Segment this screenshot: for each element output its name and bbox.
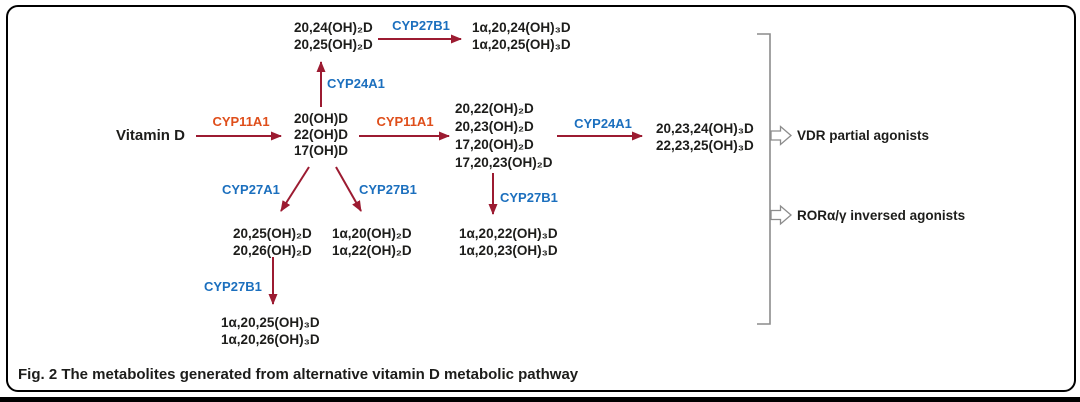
- node-right-trihydroxy: 20,23,24(OH)₃D 22,23,25(OH)₃D: [656, 120, 754, 154]
- node-alpha-dihydroxy: 1α,20(OH)₂D 1α,22(OH)₂D: [332, 225, 412, 259]
- enzyme-label-cyp24a1-up: CYP24A1: [327, 76, 385, 91]
- node-line: 20,24(OH)₂D: [294, 20, 373, 35]
- node-mid-trihydroxy: 1α,20,22(OH)₃D 1α,20,23(OH)₃D: [459, 225, 558, 259]
- enzyme-label-cyp27b1-mid: CYP27B1: [500, 190, 558, 205]
- enzyme-label-cyp11a1-2: CYP11A1: [376, 114, 434, 129]
- node-line: 1α,20,25(OH)₃D: [221, 315, 320, 330]
- page-rule: [0, 397, 1080, 402]
- node-line: 1α,20,24(OH)₃D: [472, 20, 571, 35]
- figure-caption: Fig. 2 The metabolites generated from al…: [18, 366, 579, 383]
- node-top-trihydroxy: 1α,20,24(OH)₃D 1α,20,25(OH)₃D: [472, 19, 571, 53]
- grouping-bracket: [757, 33, 771, 325]
- figure-border: [6, 5, 1076, 392]
- enzyme-label-cyp27b1-top: CYP27B1: [392, 18, 450, 33]
- ror-outcome-arrow-icon: [770, 204, 792, 226]
- node-mid-dihydroxy: 20,22(OH)₂D 20,23(OH)₂D 17,20(OH)₂D 17,2…: [455, 100, 553, 172]
- vdr-outcome-arrow-icon: [770, 125, 792, 146]
- node-line: 17,20,23(OH)₂D: [455, 155, 553, 170]
- node-line: 1α,20,22(OH)₃D: [459, 226, 558, 241]
- node-line: 22,23,25(OH)₃D: [656, 138, 754, 153]
- arrow-core-to-left-dihydroxy: [280, 166, 310, 212]
- node-left-dihydroxy: 20,25(OH)₂D 20,26(OH)₂D: [233, 225, 312, 259]
- node-line: 17(OH)D: [294, 143, 349, 158]
- node-bottom-trihydroxy: 1α,20,25(OH)₃D 1α,20,26(OH)₃D: [221, 314, 320, 348]
- node-line: 20,26(OH)₂D: [233, 243, 312, 258]
- node-line: 1α,20(OH)₂D: [332, 226, 412, 241]
- node-hydroxy-core: 20(OH)D 22(OH)D 17(OH)D: [294, 111, 348, 159]
- enzyme-label-cyp27b1-bottom: CYP27B1: [204, 279, 262, 294]
- node-line: 1α,22(OH)₂D: [332, 243, 412, 258]
- node-line: 20,22(OH)₂D: [455, 101, 534, 116]
- outcome-vdr-label: VDR partial agonists: [797, 128, 930, 143]
- outcome-ror-label: RORα/γ inversed agonists: [797, 208, 966, 223]
- node-vitamin-d: Vitamin D: [116, 127, 185, 144]
- node-top-dihydroxy: 20,24(OH)₂D 20,25(OH)₂D: [294, 19, 373, 53]
- node-line: 17,20(OH)₂D: [455, 137, 534, 152]
- node-line: 1α,20,25(OH)₃D: [472, 37, 571, 52]
- node-line: 20,25(OH)₂D: [233, 226, 312, 241]
- node-line: 1α,20,26(OH)₃D: [221, 332, 320, 347]
- node-line: 20,23(OH)₂D: [455, 119, 534, 134]
- node-line: 1α,20,23(OH)₃D: [459, 243, 558, 258]
- enzyme-label-cyp24a1-right: CYP24A1: [574, 116, 632, 131]
- node-line: 20(OH)D: [294, 111, 349, 126]
- node-line: 22(OH)D: [294, 127, 349, 142]
- enzyme-label-cyp27b1-diag: CYP27B1: [359, 182, 417, 197]
- enzyme-label-cyp11a1-1: CYP11A1: [212, 114, 270, 129]
- node-line: 20,23,24(OH)₃D: [656, 121, 754, 136]
- node-line: 20,25(OH)₂D: [294, 37, 373, 52]
- arrow-core-to-alpha-dihydroxy: [335, 166, 362, 212]
- enzyme-label-cyp27a1: CYP27A1: [222, 182, 280, 197]
